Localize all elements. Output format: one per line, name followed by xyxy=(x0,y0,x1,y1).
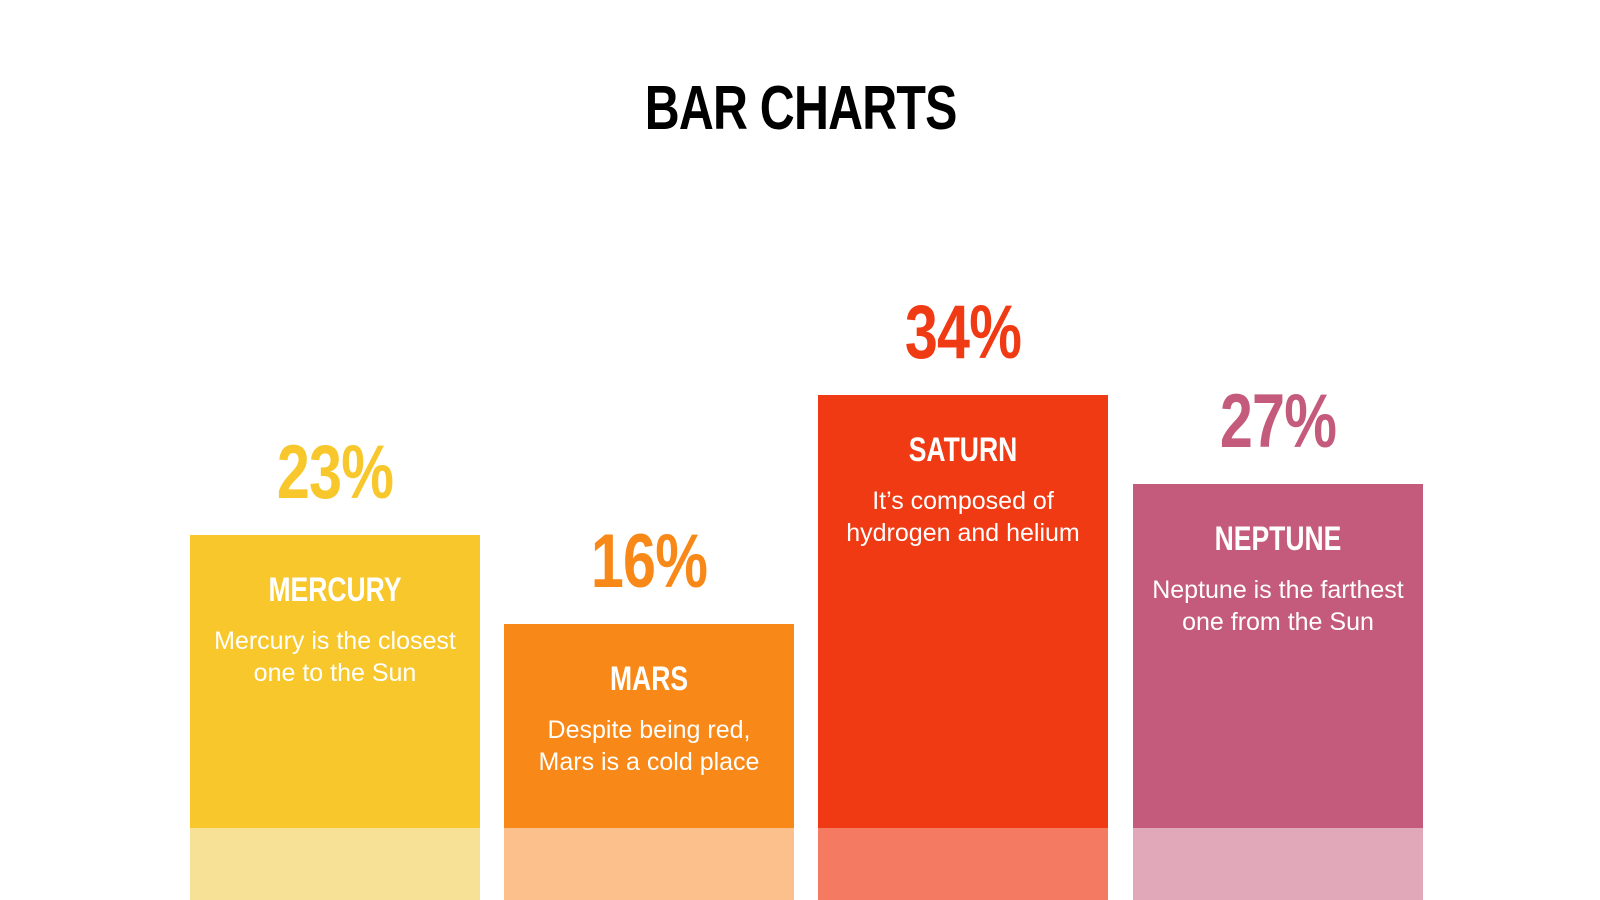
category-description: Mercury is the closest one to the Sun xyxy=(214,627,456,688)
category-description: Despite being red, Mars is a cold place xyxy=(538,716,760,777)
bar-body: MARS Despite being red, Mars is a cold pl… xyxy=(504,624,794,828)
category-description: Neptune is the farthest one from the Sun xyxy=(1152,576,1404,637)
bar-base xyxy=(1133,828,1423,900)
value-label: 34% xyxy=(904,290,1022,375)
chart-title: BAR CHARTS xyxy=(644,74,958,143)
value-label: 23% xyxy=(276,430,394,516)
bar-neptune: NEPTUNE Neptune is the farthest one from … xyxy=(1133,484,1423,900)
bar-mars: MARS Despite being red, Mars is a cold pl… xyxy=(504,624,794,900)
category-label: MERCURY xyxy=(268,571,402,610)
bar-mercury: MERCURY Mercury is the closest one to the… xyxy=(190,535,480,900)
bar-base xyxy=(818,828,1108,900)
bar-base xyxy=(504,828,794,900)
category-description: It’s composed of hydrogen and helium xyxy=(846,487,1080,547)
bar-base xyxy=(190,828,480,900)
value-label: 27% xyxy=(1219,379,1337,465)
bar-body: NEPTUNE Neptune is the farthest one from … xyxy=(1133,484,1423,828)
bar-body: MERCURY Mercury is the closest one to the… xyxy=(190,535,480,828)
bar-body: SATURN It’s composed of hydrogen and heli… xyxy=(818,395,1108,828)
category-label: NEPTUNE xyxy=(1214,520,1342,559)
bar-saturn: SATURN It’s composed of hydrogen and heli… xyxy=(818,395,1108,900)
value-label: 16% xyxy=(590,519,708,605)
category-label: MARS xyxy=(609,660,689,699)
category-label: SATURN xyxy=(908,431,1018,469)
